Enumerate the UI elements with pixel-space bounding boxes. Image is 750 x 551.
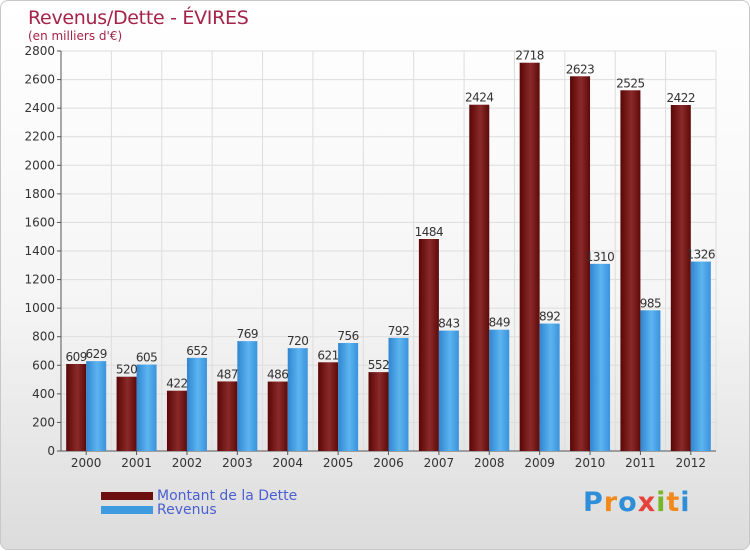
data-label-revenus: 720 [287, 334, 308, 348]
data-label-revenus: 769 [237, 327, 258, 341]
bar-revenus [136, 364, 157, 451]
x-tick-label: 2012 [676, 456, 707, 470]
bar-revenus [590, 263, 611, 451]
y-tick-label: 600 [32, 358, 55, 372]
bar-revenus [640, 310, 661, 451]
data-label-dette: 520 [116, 363, 137, 377]
y-tick-label: 2200 [24, 130, 55, 144]
data-label-dette: 552 [368, 358, 389, 372]
data-label-dette: 422 [166, 377, 187, 391]
bar-dette [620, 90, 641, 452]
y-tick-label: 0 [47, 444, 55, 458]
y-tick-label: 1200 [24, 273, 55, 287]
y-tick-label: 1000 [24, 301, 55, 315]
data-label-revenus: 843 [438, 317, 459, 331]
data-label-revenus: 849 [489, 316, 510, 330]
x-tick-label: 2006 [373, 456, 404, 470]
data-label-dette: 2422 [667, 91, 696, 105]
y-tick-label: 800 [32, 330, 55, 344]
y-tick-label: 1400 [24, 244, 55, 258]
legend-label-revenus: Revenus [157, 502, 217, 518]
x-tick-label: 2003 [222, 456, 253, 470]
data-label-revenus: 985 [640, 296, 661, 310]
bar-dette [66, 364, 87, 451]
y-tick-label: 2800 [24, 44, 55, 58]
bar-dette [570, 76, 591, 452]
bar-revenus [338, 343, 359, 451]
chart-subtitle: (en milliers d'€) [28, 29, 123, 43]
data-label-revenus: 1310 [586, 250, 615, 264]
x-tick-label: 2000 [71, 456, 102, 470]
legend-label-dette: Montant de la Dette [157, 488, 298, 504]
data-label-dette: 487 [217, 367, 238, 381]
bar-dette [217, 381, 238, 451]
bar-dette [166, 390, 187, 451]
data-label-revenus: 756 [337, 329, 358, 343]
bar-revenus [438, 330, 459, 451]
data-label-revenus: 892 [539, 310, 560, 324]
bar-revenus [539, 323, 560, 451]
data-label-dette: 621 [317, 348, 338, 362]
legend-swatch-revenus [101, 506, 153, 514]
x-tick-label: 2010 [575, 456, 606, 470]
bar-revenus [388, 337, 409, 451]
data-label-dette: 1484 [415, 225, 444, 239]
x-tick-label: 2005 [323, 456, 354, 470]
legend-swatch-dette [101, 492, 153, 500]
data-label-revenus: 792 [388, 324, 409, 338]
data-label-revenus: 652 [186, 344, 207, 358]
x-tick-label: 2011 [625, 456, 656, 470]
bar-dette [519, 62, 540, 451]
legend-item-revenus: Revenus [101, 502, 217, 518]
bar-revenus [237, 341, 258, 451]
x-tick-label: 2007 [424, 456, 455, 470]
data-labels: 609 520 422 487 486 621 552 1484 2424 2718 2623 252… [65, 49, 715, 391]
data-label-revenus: 1326 [687, 248, 716, 262]
bars [66, 62, 711, 452]
data-label-dette: 609 [65, 350, 86, 364]
data-label-revenus: 629 [85, 347, 106, 361]
y-tick-label: 2000 [24, 158, 55, 172]
x-tick-label: 2002 [172, 456, 203, 470]
y-tick-label: 2600 [24, 73, 55, 87]
data-label-dette: 2424 [465, 91, 494, 105]
data-label-dette: 2525 [616, 76, 645, 90]
y-tick-label: 200 [32, 415, 55, 429]
proxiti-logo: Proxiti [583, 487, 691, 518]
x-tick-label: 2009 [524, 456, 555, 470]
legend-item-dette: Montant de la Dette [101, 488, 297, 504]
bar-revenus [86, 361, 107, 451]
bar-dette [318, 362, 339, 451]
bar-dette [670, 105, 691, 451]
bar-dette [418, 239, 439, 451]
y-tick-label: 2400 [24, 101, 55, 115]
data-label-dette: 486 [267, 368, 288, 382]
data-label-revenus: 605 [136, 351, 157, 365]
bar-revenus [690, 261, 711, 451]
x-tick-label: 2008 [474, 456, 505, 470]
bar-dette [267, 381, 288, 451]
bar-revenus [287, 348, 308, 451]
data-label-dette: 2623 [566, 62, 595, 76]
x-tick-label: 2004 [272, 456, 303, 470]
chart-title: Revenus/Dette - ÉVIRES [28, 7, 249, 29]
y-tick-label: 1600 [24, 215, 55, 229]
bar-revenus [489, 329, 510, 451]
x-tick-label: 2001 [121, 456, 152, 470]
bar-dette [368, 372, 389, 451]
y-tick-label: 1800 [24, 187, 55, 201]
data-label-dette: 2718 [515, 49, 544, 63]
y-tick-label: 400 [32, 387, 55, 401]
bar-revenus [186, 357, 207, 451]
bar-dette [116, 376, 137, 451]
bar-dette [469, 104, 490, 451]
